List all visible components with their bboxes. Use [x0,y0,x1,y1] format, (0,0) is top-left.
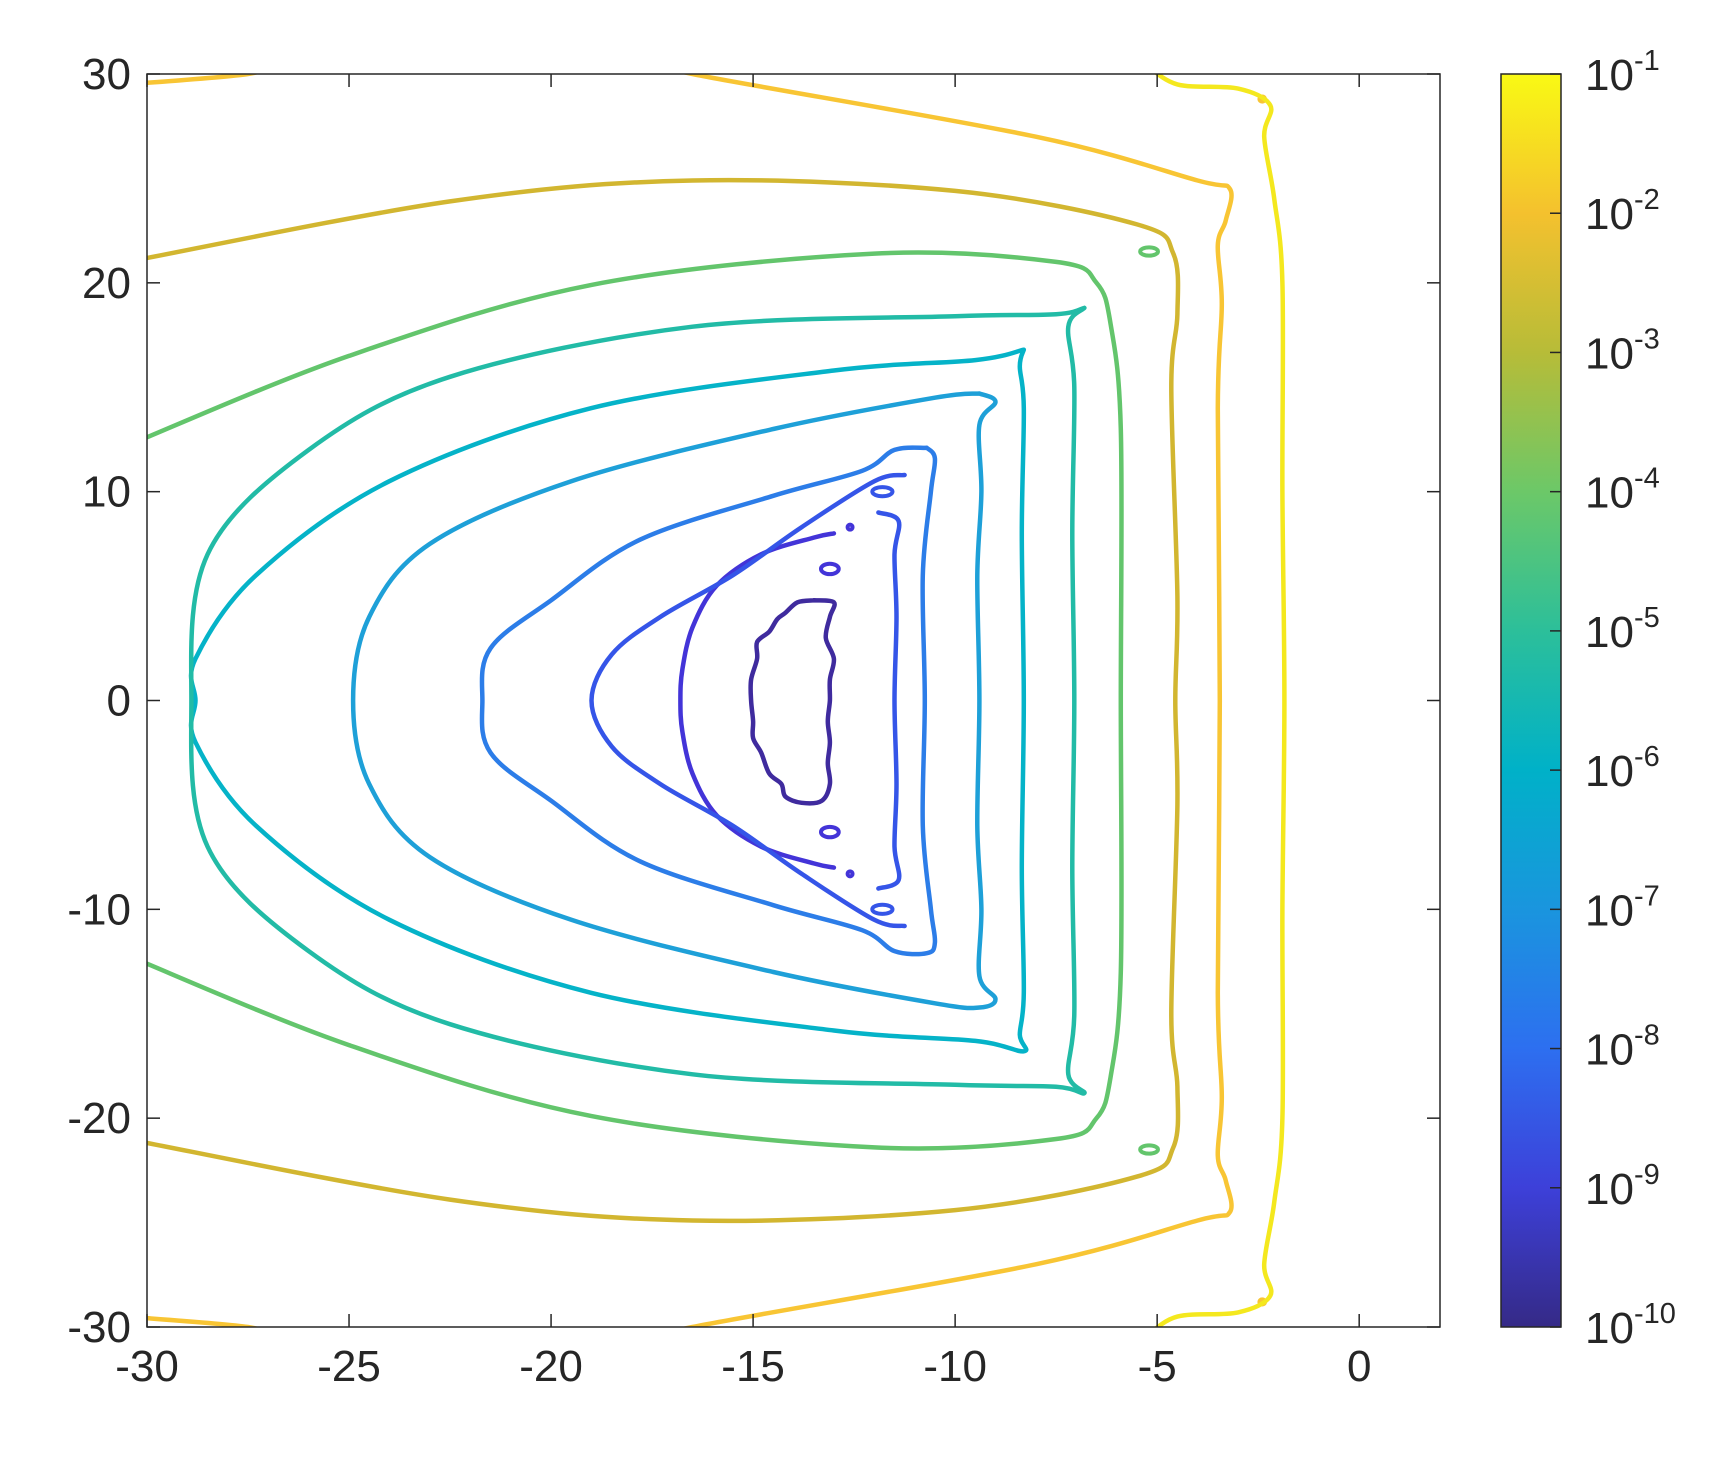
contour-line [589,472,907,929]
colorbar [1500,73,1562,1328]
colorbar-tick-exponent: -2 [1634,184,1660,216]
colorbar-tick-base: 10 [1585,1304,1634,1353]
contour-level [147,245,1160,1156]
colorbar-tick-exponent: -6 [1634,741,1660,773]
colorbar-ticks [1550,73,1561,1328]
y-tick-label: 30 [82,50,131,99]
contour-level [147,74,1268,1327]
contour-level [1154,74,1287,1327]
contour-island [1138,245,1160,258]
y-tick-label: 0 [107,677,131,726]
contour-line [748,598,837,806]
colorbar-tick-label: 10-9 [1585,1159,1660,1214]
colorbar-tick-label: 10-2 [1585,184,1660,239]
colorbar-tick-base: 10 [1585,747,1634,796]
colorbar-tick-label: 10-8 [1585,1020,1660,1075]
x-tick-labels: -30 -25 -20 -15 -10 -5 0 [115,1342,1371,1391]
plot-area [147,74,1440,1327]
colorbar-tick-label: 10-6 [1585,741,1660,796]
contour-island [845,522,855,532]
colorbar-tick-base: 10 [1585,329,1634,378]
y-tick-label: -20 [67,1094,131,1143]
colorbar-tick-base: 10 [1585,190,1634,239]
colorbar-tick-labels: 10-110-210-310-410-510-610-710-810-910-1… [1585,45,1676,1353]
contour-lines [147,74,1287,1327]
contour-line [147,74,259,86]
contour-level [479,445,938,957]
y-tick-label: 10 [82,468,131,517]
contour-level [589,472,907,929]
x-tick-label: -25 [317,1342,381,1391]
contour-line [876,510,902,891]
y-tick-label: 20 [82,259,131,308]
colorbar-tick-base: 10 [1585,51,1634,100]
contour-line [479,445,938,957]
x-tick-label: -5 [1138,1342,1177,1391]
colorbar-tick-base: 10 [1585,1026,1634,1075]
colorbar-tick-label: 10-7 [1585,880,1660,935]
contour-line [188,347,1029,1054]
colorbar-tick-label: 10-3 [1585,323,1660,378]
colorbar-tick-exponent: -9 [1634,1159,1660,1191]
x-tick-label: -10 [923,1342,987,1391]
axis-ticks [146,73,1440,1328]
y-tick-label: -30 [67,1303,131,1352]
contour-line [350,391,998,1011]
contour-line [188,305,1087,1096]
colorbar-tick-exponent: -7 [1634,880,1660,912]
colorbar-tick-label: 10-5 [1585,602,1660,657]
x-tick-label: 0 [1347,1342,1371,1391]
contour-level [147,177,1181,1224]
x-tick-label: -15 [721,1342,785,1391]
colorbar-tick-label: 10-1 [1585,45,1660,100]
x-tick-label: -30 [115,1342,179,1391]
contour-island [845,869,855,879]
contour-line [1154,74,1287,1327]
contour-island [818,824,841,840]
colorbar-tick-label: 10-10 [1585,1298,1676,1353]
colorbar-tick-label: 10-4 [1585,463,1660,518]
contour-island [870,902,895,916]
contour-level [748,598,837,806]
contour-island [1138,1143,1160,1156]
y-tick-label: -10 [67,885,131,934]
colorbar-tick-exponent: -1 [1634,45,1660,77]
colorbar-tick-base: 10 [1585,1165,1634,1214]
contour-line [147,177,1181,1224]
contour-island [870,485,895,499]
colorbar-tick-exponent: -10 [1634,1298,1676,1330]
colorbar-tick-base: 10 [1585,469,1634,518]
colorbar-tick-exponent: -8 [1634,1020,1660,1052]
contour-island [818,561,841,577]
colorbar-tick-base: 10 [1585,608,1634,657]
x-tick-label: -20 [519,1342,583,1391]
y-tick-labels: 30 20 10 0 -10 -20 -30 [67,50,131,1352]
colorbar-tick-exponent: -5 [1634,602,1660,634]
colorbar-tick-exponent: -3 [1634,323,1660,355]
contour-line [147,1315,259,1327]
contour-level [350,391,998,1011]
colorbar-tick-base: 10 [1585,886,1634,935]
contour-line [147,250,1124,1151]
contour-level [188,305,1087,1096]
contour-line [681,74,1234,1327]
contour-level [188,347,1029,1054]
colorbar-tick-exponent: -4 [1634,463,1660,495]
